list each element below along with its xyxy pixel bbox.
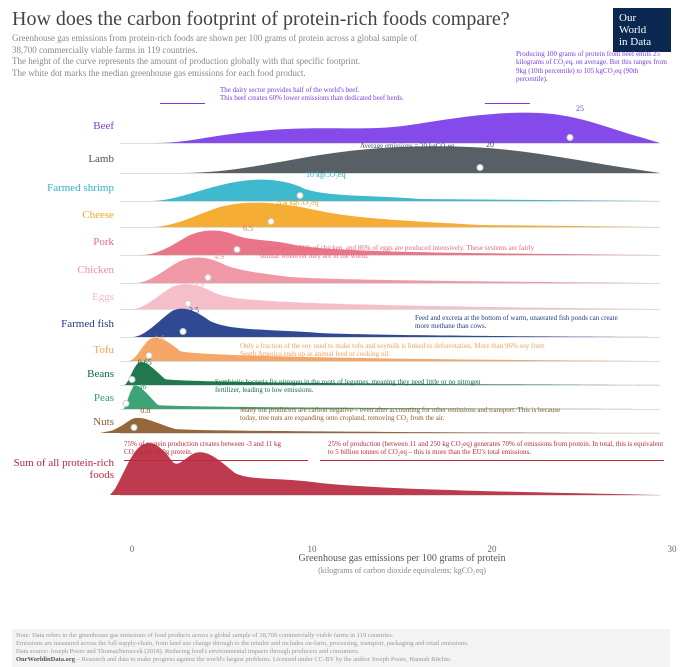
row-label: Pork bbox=[12, 236, 120, 248]
median-value: 10 kgCO₂eq bbox=[306, 170, 345, 179]
row-label: Beans bbox=[12, 368, 120, 380]
row-label: Beef bbox=[12, 120, 120, 132]
median-value: 0.36 bbox=[132, 382, 146, 391]
ridge-row: Cheese8.4 kgCO₂eq bbox=[12, 202, 670, 228]
footer-notes: Note: Data refers to the greenhouse gas … bbox=[12, 629, 670, 667]
ridge-row: Nuts0.8Many nut producers are carbon neg… bbox=[12, 410, 670, 434]
row-plot: 3.8 bbox=[120, 284, 660, 310]
axis-title: Greenhouse gas emissions per 100 grams o… bbox=[132, 553, 672, 564]
row-plot: 3.5Feed and excreta at the bottom of war… bbox=[120, 310, 660, 338]
median-value: 8.4 kgCO₂eq bbox=[277, 198, 318, 207]
median-value: 25 bbox=[576, 104, 584, 113]
row-label: Chicken bbox=[12, 264, 120, 276]
median-dot bbox=[131, 424, 138, 431]
median-value: 0.8 bbox=[140, 406, 150, 415]
sum-right-note: 25% of production (between 11 and 250 kg… bbox=[328, 440, 668, 457]
median-value: 4.9 bbox=[214, 252, 224, 261]
median-value: 3.8 bbox=[194, 280, 204, 289]
infographic-page: How does the carbon footprint of protein… bbox=[0, 0, 683, 667]
axis-tick: 10 bbox=[308, 544, 317, 554]
median-dot bbox=[268, 218, 275, 225]
median-dot bbox=[205, 274, 212, 281]
row-annotation: Feed and excreta at the bottom of warm, … bbox=[415, 314, 625, 331]
axis-tick: 20 bbox=[488, 544, 497, 554]
sum-arrow-left bbox=[124, 460, 308, 461]
median-dot bbox=[123, 400, 130, 407]
row-label: Peas bbox=[12, 392, 120, 404]
ridge-row: Farmed shrimp10 kgCO₂eq bbox=[12, 174, 670, 202]
median-value: 1.6 bbox=[155, 334, 165, 343]
ridge-row: Tofu1.6Only a fraction of the soy used t… bbox=[12, 338, 670, 362]
row-annotation: Average emissions = 20 kgCO₂eq bbox=[360, 142, 560, 150]
axis-tick: 0 bbox=[130, 544, 135, 554]
owid-logo: Our World in Data bbox=[613, 8, 671, 52]
axis-subtitle: (kilograms of carbon dioxide equivalents… bbox=[132, 566, 672, 575]
row-label: Tofu bbox=[12, 344, 120, 356]
row-plot: 8.4 kgCO₂eq bbox=[120, 202, 660, 228]
ridge-row: Chicken4.961% of pork, 81% of chicken, a… bbox=[12, 256, 670, 284]
sum-left-note: 75% of protein production creates betwee… bbox=[124, 440, 294, 457]
row-plot: 10 kgCO₂eq bbox=[120, 174, 660, 202]
ridgeline-chart: Greenhouse gas emissions per 100 grams o… bbox=[12, 108, 670, 588]
row-plot: 0.8Many nut producers are carbon negativ… bbox=[120, 410, 660, 434]
ridge-row: Eggs3.8 bbox=[12, 284, 670, 310]
row-label: Lamb bbox=[12, 153, 120, 165]
row-label: Sum of all protein-rich foods bbox=[12, 457, 120, 481]
row-annotation: Many nut producers are carbon negative –… bbox=[240, 406, 570, 423]
median-dot bbox=[477, 164, 484, 171]
median-dot bbox=[567, 134, 574, 141]
row-label: Nuts bbox=[12, 416, 120, 428]
row-label: Farmed fish bbox=[12, 318, 120, 330]
ridge-row: Farmed fish3.5Feed and excreta at the bo… bbox=[12, 310, 670, 338]
sum-arrow-right bbox=[320, 460, 664, 461]
subtitle: Greenhouse gas emissions from protein-ri… bbox=[12, 33, 492, 80]
ridge-row: Beef25 bbox=[12, 108, 670, 144]
beef-range-note: Producing 100 grams of protein from beef… bbox=[516, 50, 671, 84]
axis-tick: 30 bbox=[668, 544, 677, 554]
row-label: Cheese bbox=[12, 209, 120, 221]
row-plot: 20Average emissions = 20 kgCO₂eq bbox=[120, 144, 660, 174]
row-plot: 25 bbox=[120, 108, 660, 144]
row-label: Eggs bbox=[12, 291, 120, 303]
median-dot bbox=[234, 246, 241, 253]
median-value: 3.5 bbox=[189, 306, 199, 315]
median-dot bbox=[180, 328, 187, 335]
row-annotation: Symbiotic bacteria fix nitrogen in the r… bbox=[215, 378, 495, 395]
row-annotation: 61% of pork, 81% of chicken, and 86% of … bbox=[260, 244, 540, 261]
median-value: 6.5 bbox=[243, 224, 253, 233]
row-annotation: Only a fraction of the soy used to make … bbox=[240, 342, 550, 359]
page-title: How does the carbon footprint of protein… bbox=[12, 8, 510, 31]
row-label: Farmed shrimp bbox=[12, 182, 120, 194]
x-axis: Greenhouse gas emissions per 100 grams o… bbox=[132, 544, 672, 564]
row-plot: 1.6Only a fraction of the soy used to ma… bbox=[120, 338, 660, 362]
median-value: 0.65 bbox=[138, 358, 152, 367]
